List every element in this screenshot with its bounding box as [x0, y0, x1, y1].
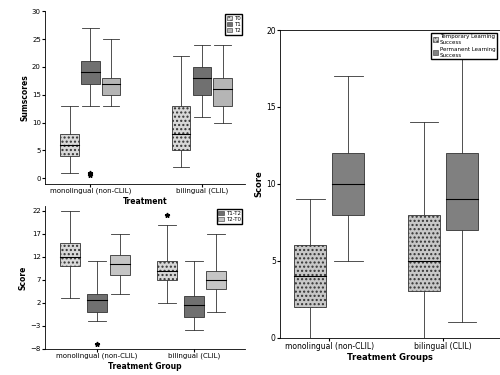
Legend: T1-T2, T2-T0: T1-T2, T2-T0: [216, 209, 242, 224]
Bar: [294, 245, 326, 307]
X-axis label: Treatment Groups: Treatment Groups: [347, 354, 433, 363]
Bar: [332, 153, 364, 214]
Bar: [206, 271, 227, 289]
Bar: [87, 294, 107, 312]
Bar: [157, 261, 177, 280]
Bar: [60, 243, 80, 266]
Bar: [102, 78, 120, 95]
Bar: [184, 296, 204, 316]
Bar: [81, 62, 100, 84]
Y-axis label: Score: Score: [18, 266, 28, 290]
Bar: [446, 153, 478, 230]
Bar: [214, 78, 232, 106]
Bar: [408, 214, 440, 291]
Y-axis label: Sumscores: Sumscores: [20, 74, 29, 121]
Legend: Temporary Learning
Success, Permanent Learning
Success: Temporary Learning Success, Permanent Le…: [431, 33, 497, 59]
X-axis label: Treatment: Treatment: [122, 197, 168, 206]
Bar: [110, 255, 130, 275]
Legend: T0, T1, T2: T0, T1, T2: [225, 14, 242, 35]
X-axis label: Treatment Group: Treatment Group: [108, 362, 182, 371]
Bar: [192, 67, 211, 95]
Bar: [60, 134, 79, 156]
Bar: [172, 106, 191, 150]
Y-axis label: Score: Score: [254, 170, 264, 197]
